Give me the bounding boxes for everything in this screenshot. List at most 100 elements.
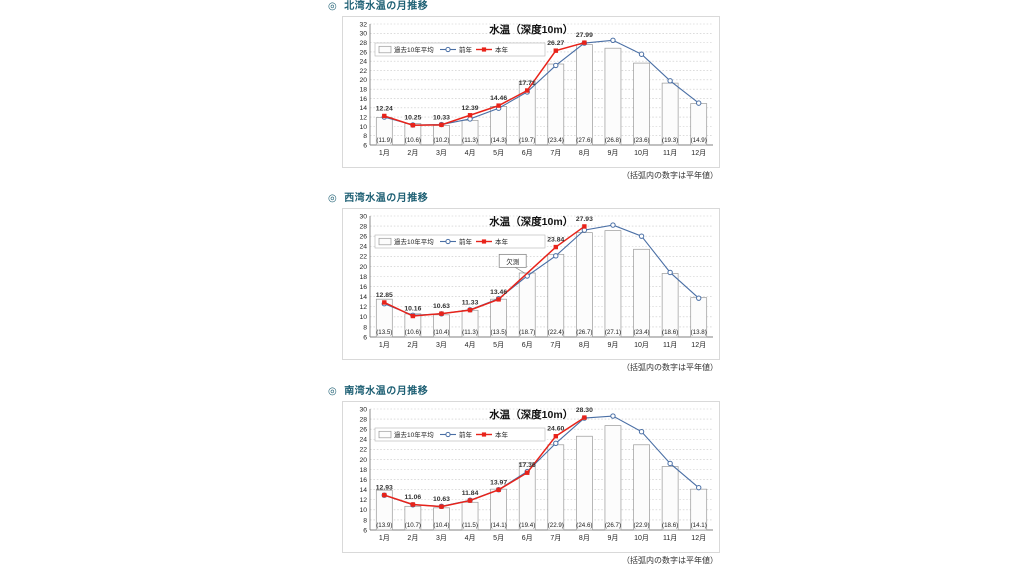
section-bullet-icon: ◎ (328, 386, 338, 397)
section-title-south-bay: ◎ 南湾水温の月推移 (328, 385, 722, 398)
month-label: 12月 (691, 341, 706, 349)
section-title-text: 南湾水温の月推移 (344, 386, 429, 397)
chart-canvas-south-bay: 6 8 10 12 14 16 18 20 22 24 26 28 30 (13.9) (10.7) (10.… (342, 401, 720, 553)
section-title-text: 西湾水温の月推移 (344, 193, 429, 204)
paren-label: (10.6) (405, 137, 421, 144)
section-bullet-icon: ◎ (328, 193, 338, 204)
ytick-label: 18 (359, 274, 367, 281)
paren-label: (10.4) (433, 522, 449, 529)
chart-title: 水温（深度10m） (488, 23, 573, 36)
ytick-label: 12 (359, 114, 367, 121)
bar (604, 230, 622, 338)
bar (518, 272, 536, 338)
ytick-label: 30 (359, 406, 367, 413)
bar (604, 425, 622, 531)
bar (633, 444, 650, 531)
ytick-label: 10 (359, 507, 367, 514)
chart-title: 水温（深度10m） (488, 408, 573, 421)
ytick-label: 16 (359, 96, 367, 103)
bar (375, 298, 393, 338)
legend-prev-marker-icon (445, 238, 451, 245)
this-year-marker (410, 313, 416, 319)
ytick-label: 20 (359, 457, 367, 464)
bar (518, 80, 536, 146)
value-label: 23.84 (547, 237, 564, 244)
legend-this-marker-icon (481, 47, 487, 52)
bar (518, 462, 536, 531)
month-label: 3月 (436, 149, 447, 157)
month-label: 4月 (465, 341, 476, 349)
bar (547, 63, 565, 146)
ytick-label: 18 (359, 87, 367, 94)
value-label: 27.99 (576, 32, 593, 39)
ytick-label: 32 (359, 21, 367, 28)
callout-label: 欠測 (506, 257, 519, 266)
value-label: 10.25 (404, 115, 421, 122)
month-label: 9月 (608, 149, 619, 157)
legend-label: 前年 (459, 430, 473, 439)
ytick-label: 28 (359, 416, 367, 423)
bar (375, 489, 393, 531)
paren-label: (13.9) (376, 522, 392, 529)
prev-year-marker (696, 295, 702, 301)
month-label: 8月 (579, 149, 590, 157)
this-year-marker (553, 48, 558, 53)
ytick-label: 8 (363, 324, 367, 331)
ytick-label: 16 (359, 284, 367, 291)
month-label: 2月 (407, 534, 418, 542)
chart-svg: 6 8 10 12 14 16 18 20 22 24 26 28 30 32 (11.9) (10.6) (1… (359, 21, 713, 157)
ytick-label: 22 (359, 254, 367, 261)
month-label: 9月 (608, 534, 619, 542)
section-title-west-bay: ◎ 西湾水温の月推移 (328, 192, 722, 205)
month-label: 11月 (663, 341, 677, 349)
this-year-marker (382, 492, 387, 498)
prev-year-marker (638, 428, 645, 435)
legend-label: 本年 (495, 430, 509, 439)
paren-label: (11.9) (376, 137, 392, 144)
ytick-label: 20 (359, 264, 367, 271)
value-label: 27.93 (576, 216, 593, 223)
this-year-marker (553, 434, 558, 439)
prev-year-marker (610, 413, 616, 419)
prev-year-marker (696, 100, 702, 106)
paren-label: (10.7) (405, 522, 421, 529)
legend-bar-swatch-icon (378, 430, 392, 439)
ytick-label: 14 (359, 294, 367, 301)
ytick-label: 26 (359, 49, 367, 56)
value-label: 10.16 (404, 306, 421, 313)
bar (633, 62, 650, 146)
month-label: 8月 (579, 341, 590, 349)
value-label: 14.46 (490, 95, 507, 102)
value-label: 11.33 (462, 300, 479, 307)
paren-label: (18.6) (662, 329, 678, 336)
legend-label: 過去10年平均 (394, 237, 434, 246)
legend: 過去10年平均 前年 本年 (374, 427, 546, 442)
month-label: 7月 (550, 149, 561, 157)
chart-section-north-bay: ◎ 北湾水温の月推移 6 8 10 12 14 16 18 20 22 24 26 28 30 32 (11.… (328, 0, 722, 181)
this-year-line (384, 416, 585, 508)
value-label: 13.97 (490, 479, 507, 486)
month-label: 11月 (663, 534, 677, 542)
legend-label: 過去10年平均 (394, 45, 434, 54)
this-year-marker (439, 311, 444, 316)
month-label: 5月 (493, 534, 504, 542)
this-year-marker (439, 122, 444, 128)
month-label: 6月 (522, 149, 533, 157)
legend-bar-swatch-icon (378, 45, 392, 54)
month-label: 6月 (522, 341, 533, 349)
value-label: 10.33 (433, 114, 450, 121)
paren-label: (18.6) (662, 522, 678, 529)
bar (633, 248, 650, 338)
prev-year-marker (667, 269, 673, 276)
legend-box (374, 42, 546, 57)
paren-label: (22.9) (633, 522, 649, 529)
prev-year-marker (696, 484, 702, 491)
paren-label: (13.5) (376, 329, 392, 336)
ytick-label: 8 (363, 133, 367, 140)
paren-label: (26.7) (605, 522, 621, 529)
section-bullet-icon: ◎ (328, 1, 338, 12)
paren-label: (26.7) (576, 329, 592, 336)
ytick-label: 6 (363, 142, 367, 149)
month-label: 1月 (379, 341, 390, 349)
